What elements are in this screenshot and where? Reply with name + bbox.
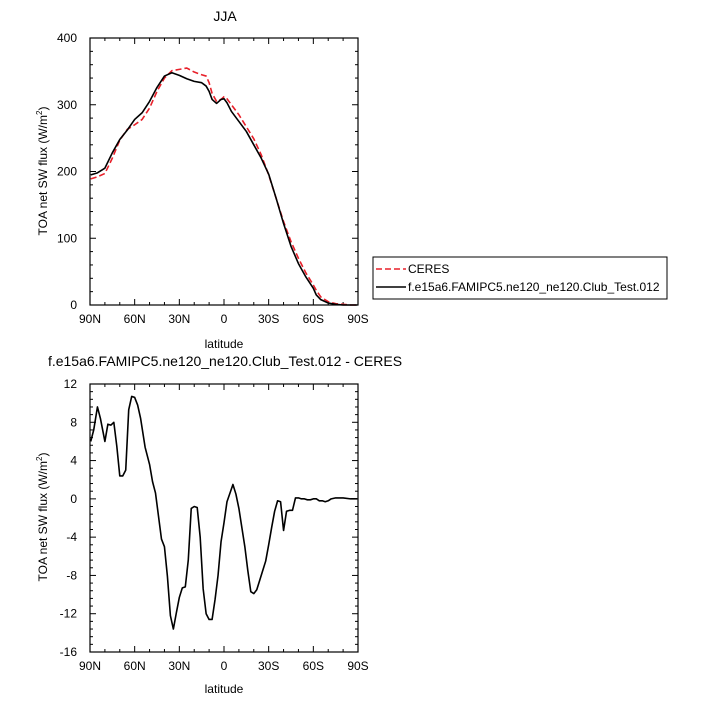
bottom-chart-series-difference-line — [89, 395, 358, 630]
bottom-chart-y-axis-label-sup: 2 — [35, 456, 44, 461]
top-chart-y-axis-label-close: ) — [36, 107, 50, 111]
top-chart-title: JJA — [213, 8, 237, 24]
top-chart-y-tick-label: 400 — [57, 31, 77, 45]
bottom-chart-series — [89, 395, 358, 630]
bottom-chart-y-tick-label: -8 — [66, 568, 77, 582]
top-chart-plot-frame — [89, 37, 359, 306]
top-chart-series — [90, 67, 358, 306]
bottom-chart-x-tick-label: 90N — [79, 659, 101, 673]
top-chart-x-tick-label: 30S — [258, 312, 279, 326]
legend-model-label: f.e15a6.FAMIPC5.ne120_ne120.Club_Test.01… — [408, 280, 660, 294]
top-chart-x-tick-label: 60N — [124, 312, 146, 326]
bottom-chart-y-tick-label: 0 — [70, 492, 77, 506]
bottom-chart-panel: f.e15a6.FAMIPC5.ne120_ne120.Club_Test.01… — [35, 353, 402, 696]
bottom-chart-x-tick-label: 90S — [347, 659, 368, 673]
top-chart-series-f-e15a6-famipc5-ne120-ne120-club-test-012-line — [90, 71, 358, 306]
top-chart-series-ceres-line — [90, 67, 358, 306]
bottom-chart-y-axis-label-main: TOA net SW flux (W/m — [36, 461, 50, 581]
bottom-chart-y-axis-label: TOA net SW flux (W/m2) — [35, 453, 50, 582]
bottom-chart-plot-frame — [89, 383, 359, 653]
bottom-chart-y-tick-label: 4 — [70, 454, 77, 468]
bottom-chart-x-tick-label: 30N — [168, 659, 190, 673]
top-chart-y-axis-label-sup: 2 — [35, 110, 44, 115]
top-chart-x-tick-label: 60S — [303, 312, 324, 326]
top-chart-y-tick-label: 0 — [70, 298, 77, 312]
bottom-chart-y-tick-label: -16 — [60, 645, 78, 659]
bottom-chart-ticks: 90N 60N 30N 0 30S 60S 90S -16 -12 -8 -4 0 4 8 12 — [60, 377, 369, 673]
bottom-chart-x-tick-label: 0 — [221, 659, 228, 673]
bottom-chart-x-tick-label: 60S — [303, 659, 324, 673]
top-chart-x-tick-label: 30N — [168, 312, 190, 326]
top-chart-y-axis-label-main: TOA net SW flux (W/m — [36, 115, 50, 235]
top-chart-x-tick-label: 90S — [347, 312, 368, 326]
top-chart-y-tick-label: 300 — [57, 98, 77, 112]
top-chart-legend: CERES f.e15a6.FAMIPC5.ne120_ne120.Club_T… — [372, 256, 668, 300]
bottom-chart-y-tick-label: -12 — [60, 607, 78, 621]
bottom-chart-y-tick-label: 8 — [70, 415, 77, 429]
bottom-chart-x-tick-label: 30S — [258, 659, 279, 673]
top-chart-panel: JJA 90N 60N 30N 0 30S 60S 90S 0 100 200 300 400 lat… — [35, 8, 369, 351]
top-chart-y-tick-label: 200 — [57, 165, 77, 179]
top-chart-y-axis-label: TOA net SW flux (W/m2) — [35, 107, 50, 236]
bottom-chart-x-axis-label: latitude — [205, 682, 244, 696]
top-chart-y-tick-label: 100 — [57, 231, 77, 245]
top-chart-x-tick-label: 90N — [79, 312, 101, 326]
legend-ceres-label: CERES — [408, 262, 449, 276]
legend-box — [372, 256, 668, 300]
bottom-chart-y-tick-label: -4 — [66, 530, 77, 544]
top-chart-ticks: 90N 60N 30N 0 30S 60S 90S 0 100 200 300 400 — [57, 31, 369, 326]
bottom-chart-title: f.e15a6.FAMIPC5.ne120_ne120.Club_Test.01… — [48, 353, 402, 369]
bottom-chart-y-axis-label-close: ) — [36, 453, 50, 457]
bottom-chart-y-tick-label: 12 — [64, 377, 78, 391]
top-chart-x-tick-label: 0 — [221, 312, 228, 326]
bottom-chart-x-tick-label: 60N — [124, 659, 146, 673]
top-chart-x-axis-label: latitude — [205, 337, 244, 351]
